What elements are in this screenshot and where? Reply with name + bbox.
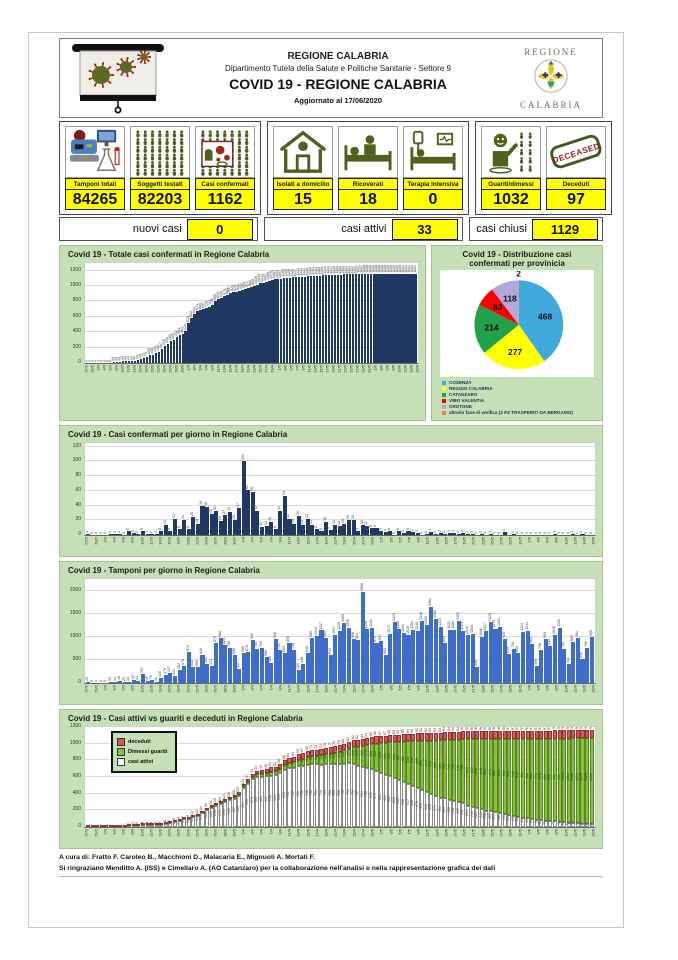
chart-totale-casi-panel: Covid 19 - Totale casi confermati in Reg…: [59, 245, 426, 421]
header: REGIONE CALABRIA Dipartimento Tutela del…: [59, 38, 603, 118]
report-page: REGIONE CALABRIA Dipartimento Tutela del…: [28, 32, 624, 928]
card-terapia-intensiva: Terapia intensiva 0: [403, 126, 463, 210]
summary-value: 33: [391, 218, 458, 240]
summary-value: 0: [186, 218, 253, 240]
virus-projector-screen-icon: [72, 44, 164, 114]
chart-title: Covid 19 - Casi attivi vs guariti e dece…: [68, 714, 303, 723]
chart-title: Covid 19 - Casi confermati per giorno in…: [68, 430, 288, 439]
card-value: 82203: [130, 190, 190, 210]
deceased-stamp-icon: DECEASED: [546, 126, 606, 178]
svg-text:214: 214: [484, 322, 498, 332]
card-label: Ricoverati: [338, 178, 398, 190]
card-value: 84265: [65, 190, 125, 210]
home-isolation-icon: [273, 126, 333, 178]
chart-tamponi-panel: Covid 19 - Tamponi per giorno in Regione…: [59, 561, 603, 705]
pie-province-panel: Covid 19 - Distribuzione casi confermati…: [431, 245, 603, 421]
card-guariti-dimessi: Guariti/dimessi 1032: [481, 126, 541, 210]
svg-text:468: 468: [538, 311, 552, 321]
stat-group-closed: Guariti/dimessi 1032 DECEASED Deceduti 9…: [475, 121, 612, 215]
header-titles: REGIONE CALABRIA Dipartimento Tutela del…: [168, 51, 508, 105]
summary-casi-chiusi: casi chiusi 1129: [468, 217, 603, 241]
svg-text:277: 277: [508, 347, 522, 357]
summary-label: casi chiusi: [476, 223, 527, 235]
svg-text:2: 2: [516, 271, 521, 279]
page-title: COVID 19 - REGIONE CALABRIA: [229, 76, 447, 93]
people-virus-icon: [195, 126, 255, 178]
summary-nuovi-casi: nuovi casi 0: [59, 217, 258, 241]
chart-title: Covid 19 - Tamponi per giorno in Regione…: [68, 566, 260, 575]
stat-group-active: Isolati a domicilio 15 Ricoverati 18: [267, 121, 469, 215]
totale-casi-chart: 0 200 400 600 800 1000 1200 1 1 1 1 1 2 3 5 5 10 13 15 20 21…: [66, 262, 420, 380]
people-grid-icon: [130, 126, 190, 178]
stat-group-testing: Tamponi totali 84265 Soggetti testati 82…: [59, 121, 261, 215]
pie-title: Covid 19 - Distribuzione casi confermati…: [462, 250, 572, 268]
card-value: 1162: [195, 190, 255, 210]
card-value: 0: [403, 190, 463, 210]
chart-title: Covid 19 - Totale casi confermati in Reg…: [68, 250, 270, 259]
svg-text:83: 83: [493, 302, 503, 312]
card-label: Guariti/dimessi: [481, 178, 541, 190]
svg-text:118: 118: [503, 294, 517, 304]
pie-legend: COSENZA REGGIO CALABRIA CATANZARO VIBO VALE…: [442, 380, 594, 415]
attivi-guariti-chart: 0 200 400 600 800 1000 1200 1 1 1 1 1 2 3 5 5 10 13 15 19 1 2…: [69, 723, 596, 837]
stat-cards-row: Tamponi totali 84265 Soggetti testati 82…: [59, 121, 612, 215]
card-casi-confermati: Casi confermati 1162: [195, 126, 255, 210]
regione-calabria-logo: REGIONE CALABRIA: [508, 47, 594, 110]
card-soggetti-testati: Soggetti testati 82203: [130, 126, 190, 210]
card-label: Deceduti: [546, 178, 606, 190]
card-value: 15: [273, 190, 333, 210]
pie-chart: 468 277 214 83 118 2: [440, 269, 594, 377]
chart-attivi-guariti-panel: Covid 19 - Casi attivi vs guariti e dece…: [59, 709, 603, 849]
summary-value: 1129: [532, 218, 598, 240]
org-name: REGIONE CALABRIA: [287, 50, 389, 62]
lab-equipment-icon: [65, 126, 125, 178]
summary-label: nuovi casi: [132, 223, 182, 235]
credits-line1: A cura di: Fratto F. Caroleo B., Macchio…: [59, 854, 315, 861]
card-tamponi-totali: Tamponi totali 84265: [65, 126, 125, 210]
card-label: Isolati a domicilio: [273, 178, 333, 190]
card-label: Terapia intensiva: [403, 178, 463, 190]
calabria-emblem-icon: [534, 58, 568, 93]
chart-casi-giorno-panel: Covid 19 - Casi confermati per giorno in…: [59, 425, 603, 557]
card-label: Casi confermati: [195, 178, 255, 190]
updated-date: Aggiornato al 17/06/2020: [294, 95, 382, 105]
intensive-care-icon: [403, 126, 463, 178]
card-label: Tamponi totali: [65, 178, 125, 190]
tamponi-chart: 0 500 1000 1500 2000 23 9 4 8 5 16 14 46 20 14 62 43 187 4…: [66, 578, 596, 700]
card-value: 97: [546, 190, 606, 210]
logo-text-bottom: CALABRIA: [519, 99, 582, 110]
card-ricoverati: Ricoverati 18: [338, 126, 398, 210]
card-label: Soggetti testati: [130, 178, 190, 190]
summary-label: casi attivi: [341, 223, 387, 235]
card-deceduti: DECEASED Deceduti 97: [546, 126, 606, 210]
credits: A cura di: Fratto F. Caroleo B., Macchio…: [59, 853, 603, 878]
casi-giorno-chart: 0 20 40 60 80 100 120 1 0 0 0 0 1 1 2 0 5 3 2 5 1 2 1 6 14 5 22 8 21…: [72, 442, 596, 545]
card-value: 1032: [481, 190, 541, 210]
summary-row: nuovi casi 0 casi attivi 33 casi chiusi …: [59, 217, 603, 241]
logo-text-top: REGIONE: [524, 46, 578, 57]
credits-line2: Si ringraziano Menditto A. (ISS) e Cimel…: [59, 864, 496, 872]
recovered-person-icon: [481, 126, 541, 178]
charts-row-a: Covid 19 - Totale casi confermati in Reg…: [59, 245, 603, 421]
card-isolati-domicilio: Isolati a domicilio 15: [273, 126, 333, 210]
summary-casi-attivi: casi attivi 33: [263, 217, 463, 241]
stacked-legend: deceduti Dimessi guariti casi attivi: [111, 731, 178, 773]
card-value: 18: [338, 190, 398, 210]
hospital-bed-icon: [338, 126, 398, 178]
dept-name: Dipartimento Tutela della Salute e Polit…: [225, 64, 451, 74]
